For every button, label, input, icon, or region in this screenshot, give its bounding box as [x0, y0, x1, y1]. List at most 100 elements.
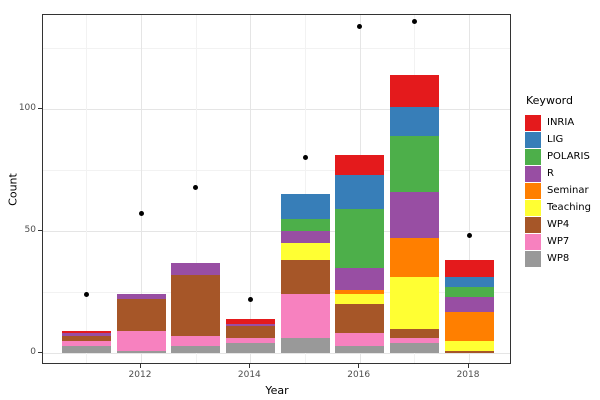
- legend-item-inria: INRIA: [525, 114, 600, 131]
- y-tick-mark: [38, 351, 42, 353]
- bar-segment-inria: [444, 260, 494, 278]
- bar-segment-wp7: [335, 333, 385, 346]
- bar-segment-wp4: [280, 260, 330, 295]
- bar-segment-polaris: [335, 209, 385, 268]
- bar-segment-wp7: [225, 338, 275, 344]
- bar-segment-wp8: [61, 345, 111, 353]
- bar-segment-teaching: [444, 340, 494, 351]
- bar-segment-wp7: [171, 335, 221, 346]
- gridline-y-major: [43, 109, 510, 110]
- bar-segment-inria: [389, 74, 439, 107]
- data-point: [247, 296, 253, 302]
- bar-segment-inria: [61, 331, 111, 334]
- bar-segment-wp4: [61, 335, 111, 341]
- bar-segment-wp8: [171, 345, 221, 353]
- bar-segment-wp4: [171, 274, 221, 336]
- legend-label: Seminar: [547, 185, 589, 196]
- legend-label: POLARIS: [547, 151, 590, 162]
- bar-segment-wp4: [389, 328, 439, 339]
- bar-segment-lig: [280, 194, 330, 219]
- gridline-y-minor: [43, 170, 510, 171]
- bar-segment-teaching: [389, 277, 439, 329]
- legend-label: WP4: [547, 219, 570, 230]
- bar-segment-inria: [225, 318, 275, 324]
- data-point: [138, 211, 144, 217]
- bar-segment-wp4: [116, 299, 166, 332]
- bar-segment-polaris: [389, 135, 439, 192]
- bar-segment-r: [171, 262, 221, 275]
- bar-segment-wp8: [280, 338, 330, 353]
- x-axis-title: Year: [265, 384, 289, 397]
- x-tick-label: 2014: [237, 370, 261, 380]
- legend-title: Keyword: [526, 94, 573, 107]
- x-tick-mark: [358, 364, 360, 368]
- legend-swatch-wp8: [525, 250, 541, 267]
- legend-label: WP8: [547, 253, 570, 264]
- data-point: [466, 233, 472, 239]
- bar-segment-r: [280, 231, 330, 244]
- gridline-y-minor: [43, 48, 510, 49]
- bar-segment-wp7: [280, 294, 330, 339]
- data-point: [193, 184, 199, 190]
- bar-segment-lig: [389, 106, 439, 136]
- bar-segment-wp7: [61, 340, 111, 346]
- legend-label: INRIA: [547, 117, 575, 128]
- x-tick-mark: [248, 364, 250, 368]
- gridline-y-minor: [43, 292, 510, 293]
- x-tick-label: 2018: [456, 370, 480, 380]
- legend-item-seminar: Seminar: [525, 182, 600, 199]
- legend-item-teaching: Teaching: [525, 199, 600, 216]
- y-tick-label: 100: [18, 102, 36, 113]
- gridline-x-major: [250, 15, 252, 363]
- gridline-x-minor: [86, 15, 88, 363]
- legend-items: INRIA LIG POLARIS R Seminar Teaching WP4 WP7 WP8: [525, 114, 600, 267]
- legend-swatch-teaching: [525, 199, 541, 216]
- bar-segment-r: [335, 267, 385, 290]
- bar-segment-wp8: [335, 345, 385, 353]
- legend-item-wp7: WP7: [525, 233, 600, 250]
- plot-panel: [42, 14, 511, 364]
- legend-item-lig: LIG: [525, 131, 600, 148]
- bar-segment-lig: [335, 174, 385, 210]
- bar-segment-polaris: [444, 287, 494, 297]
- bar-segment-seminar: [444, 311, 494, 341]
- legend-swatch-wp4: [525, 216, 541, 233]
- bar-segment-wp8: [225, 343, 275, 353]
- bar-segment-r: [61, 333, 111, 336]
- y-tick-mark: [38, 107, 42, 109]
- bar-segment-inria: [335, 155, 385, 175]
- legend: Keyword INRIA LIG POLARIS R Seminar Teaching W…: [525, 94, 600, 267]
- gridline-x-major: [469, 15, 471, 363]
- bar-segment-wp4: [335, 304, 385, 334]
- x-tick-label: 2016: [347, 370, 371, 380]
- bar-segment-lig: [444, 277, 494, 288]
- gridline-y-major: [43, 231, 510, 232]
- legend-label: WP7: [547, 236, 570, 247]
- legend-label: Teaching: [547, 202, 591, 213]
- legend-item-wp4: WP4: [525, 216, 600, 233]
- bar-segment-polaris: [280, 218, 330, 231]
- bar-segment-wp4: [444, 350, 494, 353]
- bar-segment-r: [116, 294, 166, 300]
- legend-swatch-polaris: [525, 148, 541, 165]
- legend-item-r: R: [525, 165, 600, 182]
- x-tick-mark: [139, 364, 141, 368]
- legend-swatch-lig: [525, 131, 541, 148]
- legend-label: R: [547, 168, 554, 179]
- bar-segment-r: [444, 296, 494, 312]
- data-point: [411, 18, 417, 24]
- data-point: [83, 291, 89, 297]
- bar-segment-wp8: [389, 343, 439, 353]
- legend-label: LIG: [547, 134, 564, 145]
- gridline-x-minor: [305, 15, 306, 363]
- x-tick-label: 2012: [128, 370, 152, 380]
- data-point: [357, 23, 363, 29]
- bar-segment-r: [225, 323, 275, 327]
- bar-segment-r: [389, 191, 439, 239]
- bar-segment-seminar: [335, 289, 385, 295]
- bar-segment-seminar: [389, 238, 439, 278]
- legend-swatch-r: [525, 165, 541, 182]
- legend-swatch-inria: [525, 114, 541, 131]
- legend-swatch-seminar: [525, 182, 541, 199]
